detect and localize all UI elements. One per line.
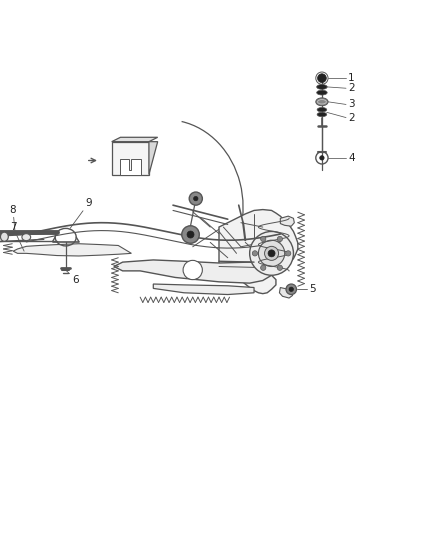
Polygon shape — [153, 284, 254, 295]
Ellipse shape — [317, 112, 327, 117]
Circle shape — [261, 265, 266, 270]
Polygon shape — [120, 159, 141, 175]
Ellipse shape — [22, 233, 31, 241]
Circle shape — [250, 231, 293, 275]
Circle shape — [320, 156, 324, 160]
Circle shape — [318, 74, 326, 83]
Text: 6: 6 — [66, 270, 79, 285]
Polygon shape — [112, 138, 158, 142]
Polygon shape — [280, 216, 294, 226]
Text: 3: 3 — [348, 100, 355, 109]
Circle shape — [194, 197, 198, 201]
Circle shape — [265, 246, 279, 260]
Ellipse shape — [317, 85, 327, 90]
Polygon shape — [114, 260, 272, 283]
Circle shape — [268, 250, 275, 257]
Circle shape — [277, 265, 283, 270]
Circle shape — [286, 251, 291, 256]
Circle shape — [187, 231, 194, 238]
Text: 7: 7 — [10, 222, 24, 251]
Ellipse shape — [316, 98, 328, 106]
Ellipse shape — [0, 232, 8, 241]
Text: 1: 1 — [348, 73, 355, 83]
Circle shape — [189, 192, 202, 205]
Circle shape — [252, 251, 258, 256]
Text: 2: 2 — [348, 83, 355, 93]
Text: 4: 4 — [348, 153, 355, 163]
Ellipse shape — [317, 108, 327, 112]
Polygon shape — [219, 209, 298, 294]
Circle shape — [286, 284, 297, 295]
Circle shape — [277, 236, 283, 241]
Text: 9: 9 — [70, 198, 92, 229]
Text: 2: 2 — [348, 112, 355, 123]
Polygon shape — [13, 244, 131, 256]
Circle shape — [258, 240, 285, 266]
Text: 8: 8 — [10, 205, 16, 235]
Circle shape — [261, 236, 266, 241]
Text: 5: 5 — [309, 284, 315, 294]
Polygon shape — [279, 287, 293, 298]
Circle shape — [183, 260, 202, 280]
Circle shape — [289, 287, 293, 292]
Ellipse shape — [317, 90, 327, 95]
Polygon shape — [112, 142, 149, 174]
Polygon shape — [149, 142, 158, 174]
Circle shape — [182, 226, 199, 243]
